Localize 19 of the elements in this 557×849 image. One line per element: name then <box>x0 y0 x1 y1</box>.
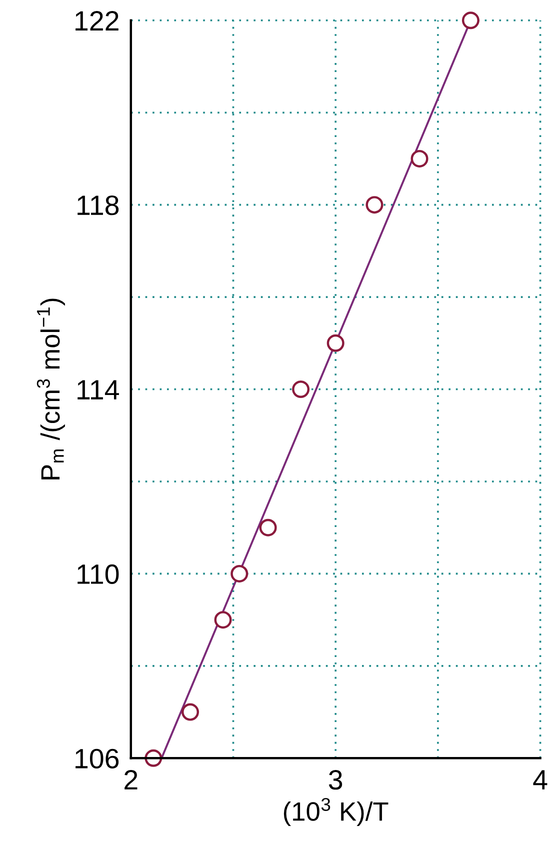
x-tick-label: 4 <box>533 770 548 790</box>
point <box>292 380 310 398</box>
point <box>182 703 200 721</box>
x-tick-label: 2 <box>124 770 138 790</box>
y-tick-label: 106 <box>76 748 119 768</box>
point <box>214 611 232 629</box>
point <box>462 12 480 30</box>
point <box>230 564 248 582</box>
y-tick-label: 110 <box>78 564 119 584</box>
point <box>259 518 277 536</box>
point <box>366 196 384 214</box>
x-tick-label: 3 <box>328 770 342 790</box>
point <box>326 334 344 352</box>
x-axis-title: (10$^{3}$ K)/T <box>284 798 388 826</box>
y-tick-label: 122 <box>76 11 118 30</box>
y-tick-label: 118 <box>78 195 119 216</box>
point <box>410 150 428 168</box>
y-tick-label: 114 <box>78 380 119 400</box>
y-axis-title: P$_{m}$ /(cm$^{3}$ mol$^{−1}$) <box>36 298 65 480</box>
